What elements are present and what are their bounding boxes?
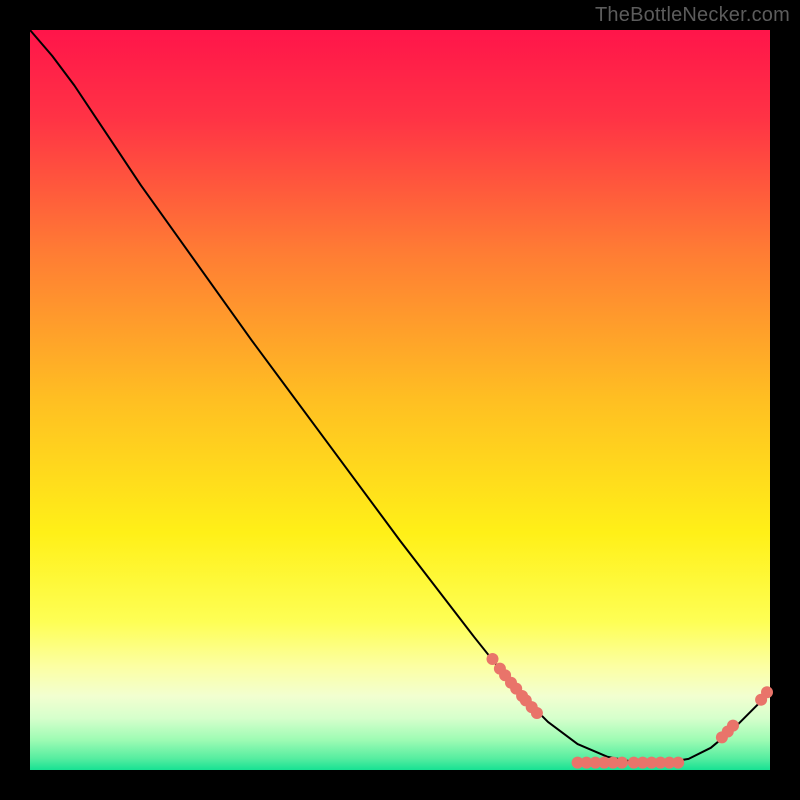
curve-marker [531, 707, 543, 719]
plot-area [30, 30, 770, 770]
curve-marker [487, 653, 499, 665]
curve-marker [672, 757, 684, 769]
curve-marker [761, 686, 773, 698]
chart-root: TheBottleNecker.com [0, 0, 800, 800]
bottleneck-curve [30, 30, 770, 763]
curve-markers [487, 653, 774, 769]
curve-marker [727, 720, 739, 732]
watermark-text: TheBottleNecker.com [595, 4, 790, 27]
curve-svg [30, 30, 770, 770]
curve-marker [616, 757, 628, 769]
